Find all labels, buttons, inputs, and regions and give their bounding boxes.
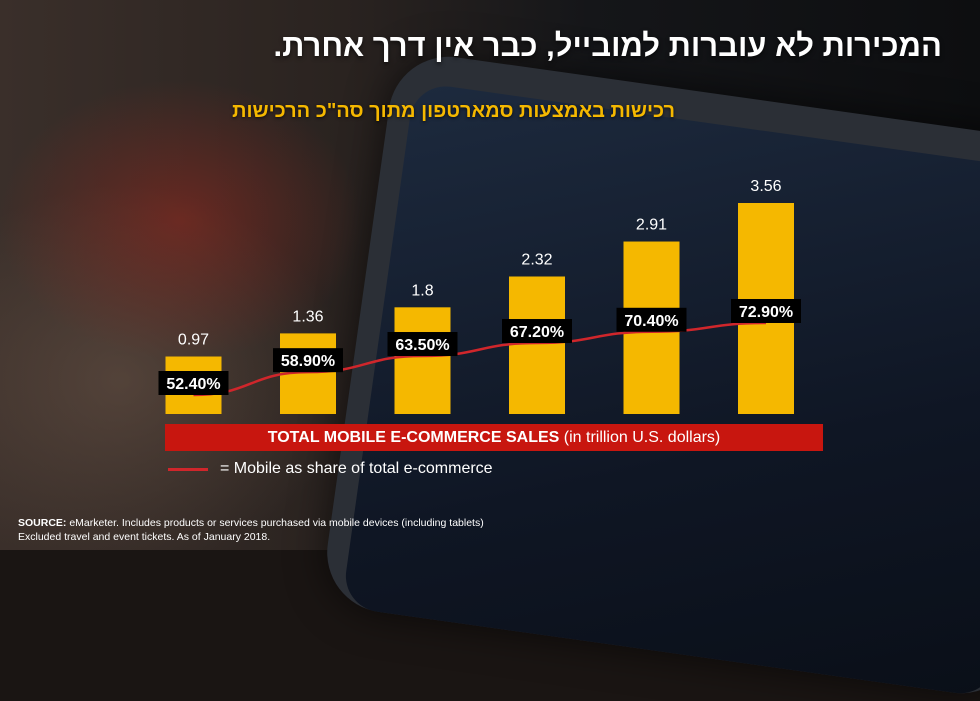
bar-4 [509,276,565,414]
source-line-2: Excluded travel and event tickets. As of… [18,531,271,543]
bar-chart: 0.97 1.36 1.8 2.32 2.91 3.56 52.40% 58.90% 63.50… [158,178,801,414]
share-label-6: 72.90% [739,304,793,321]
share-label-3: 63.50% [395,337,449,354]
share-label-box-4 [502,319,572,344]
bar-value-label-5: 2.91 [636,217,667,234]
source-label: SOURCE: [18,517,67,529]
bar-value-label-1: 0.97 [178,332,209,349]
share-label-5: 70.40% [624,313,678,330]
source-line-1: eMarketer. Includes products or services… [69,517,484,529]
share-label-box-1 [158,371,229,395]
bar-value-label-3: 1.8 [411,282,433,299]
bar-value-label-4: 2.32 [521,251,552,268]
bar-value-label-6: 3.56 [750,178,781,195]
page-title: המכירות לא עוברות למובייל, כבר אין דרך א… [273,28,942,63]
share-label-box-3 [387,332,458,357]
x-axis-label-banner: TOTAL MOBILE E-COMMERCE SALES (in trilli… [165,424,823,451]
x-axis-label-unit: (in trillion U.S. dollars) [563,429,721,446]
share-label-box-6 [731,299,801,323]
share-label-1: 52.40% [166,376,220,393]
bar-value-label-2: 1.36 [292,308,323,325]
chart-subtitle: רכישות באמצעות סמארטפון מתוך סה"כ הרכישו… [232,100,675,122]
legend-label: = Mobile as share of total e-commerce [220,460,493,477]
bar-3 [394,307,451,414]
x-axis-label-bold: TOTAL MOBILE E-COMMERCE SALES [267,429,560,446]
share-label-2: 58.90% [281,353,335,370]
share-label-4: 67.20% [510,324,564,341]
legend-line-swatch [168,467,208,471]
share-label-box-2 [273,348,343,373]
share-label-box-5 [616,307,687,332]
source-note: SOURCE: eMarketer. Includes products or … [18,516,578,544]
legend: = Mobile as share of total e-commerce [168,458,493,480]
